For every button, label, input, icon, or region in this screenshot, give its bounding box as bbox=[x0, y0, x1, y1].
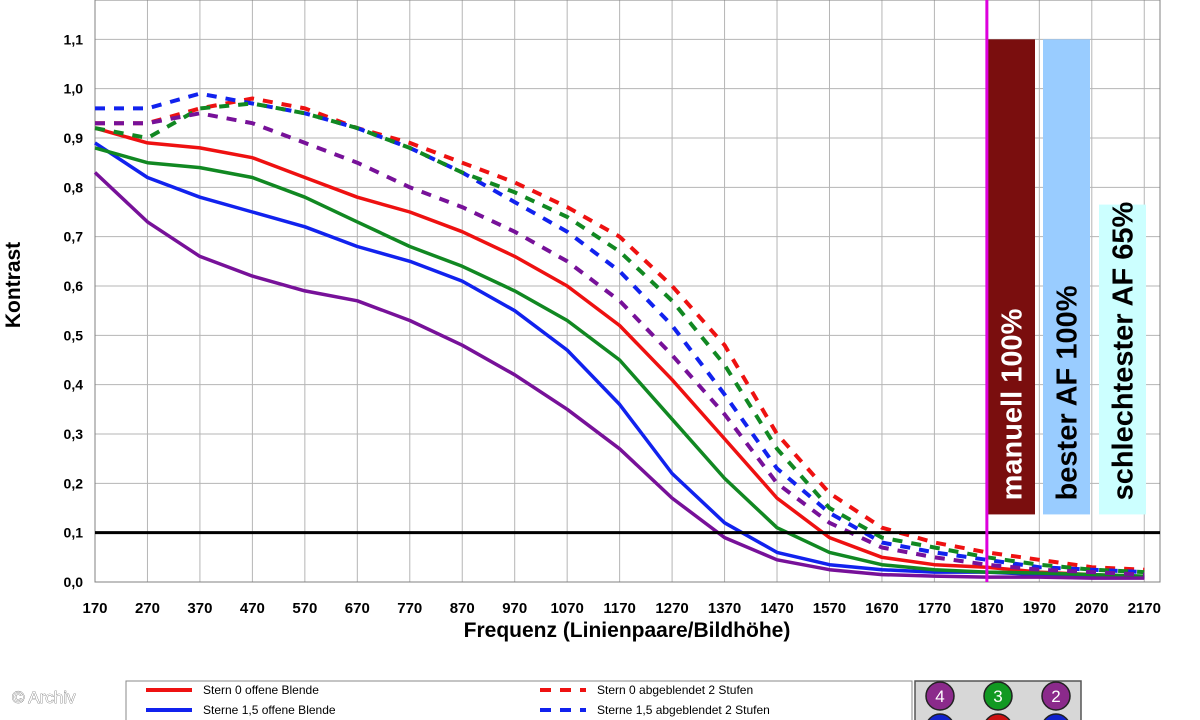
x-tick-label: 1370 bbox=[708, 600, 741, 617]
y-tick-label: 0,5 bbox=[64, 327, 84, 343]
bar bbox=[988, 39, 1035, 515]
series-line bbox=[94, 146, 1145, 578]
star-marker bbox=[1041, 681, 1071, 711]
plot-frame bbox=[94, 0, 1161, 583]
x-tick-label: 1970 bbox=[1023, 600, 1056, 617]
x-tick-label: 870 bbox=[450, 600, 475, 617]
y-tick-label: 1,1 bbox=[64, 31, 84, 47]
x-tick-label: 2170 bbox=[1128, 600, 1161, 617]
x-tick-label: 1470 bbox=[760, 600, 793, 617]
y-tick-label: 0,9 bbox=[64, 130, 84, 146]
x-tick-label: 470 bbox=[240, 600, 265, 617]
series-line bbox=[95, 91, 1145, 575]
bars-layer: manuell 100% bester AF 100% schlechtester … bbox=[988, 39, 1146, 515]
series-line bbox=[93, 171, 1145, 580]
y-axis-title: Kontrast bbox=[2, 242, 25, 328]
x-tick-label: 270 bbox=[135, 600, 160, 617]
x-tick-label: 1270 bbox=[655, 600, 688, 617]
x-tick-label: 1670 bbox=[865, 600, 898, 617]
star-marker bbox=[1043, 713, 1069, 720]
bar-label: manuell 100% bbox=[997, 308, 1029, 500]
bar bbox=[1099, 204, 1146, 515]
legend: Stern 0 offene Blende Sterne 1,5 offene B… bbox=[125, 680, 913, 720]
series-line bbox=[94, 101, 1145, 575]
x-tick-label: 1870 bbox=[970, 600, 1003, 617]
x-tick-label: 1170 bbox=[603, 600, 636, 617]
x-tick-label: 670 bbox=[345, 600, 370, 617]
legend-label: Sterne 1,5 offene Blende bbox=[203, 703, 336, 717]
x-axis-ticks: 170 270 370 470 570 670 770 870 970 1070 1170 1270 1… bbox=[82, 600, 1160, 617]
x-tick-label: 170 bbox=[82, 600, 107, 617]
legend-label: Sterne 1,5 abgeblendet 2 Stufen bbox=[597, 703, 770, 717]
credit-text: © Archiv bbox=[12, 688, 76, 707]
x-tick-label: 370 bbox=[187, 600, 212, 617]
bar bbox=[1043, 39, 1090, 515]
star-marker bbox=[983, 681, 1013, 711]
star-marker-box: 4 3 2 bbox=[914, 680, 1082, 720]
x-tick-label: 1770 bbox=[918, 600, 951, 617]
series-layer bbox=[93, 91, 1145, 580]
star-marker-label: 3 bbox=[993, 687, 1002, 706]
y-tick-label: 0,4 bbox=[64, 377, 84, 393]
y-tick-label: 0,0 bbox=[64, 574, 84, 590]
star-marker bbox=[985, 713, 1011, 720]
x-tick-label: 970 bbox=[502, 600, 527, 617]
legend-label: Stern 0 offene Blende bbox=[203, 683, 319, 697]
y-tick-label: 0,7 bbox=[64, 229, 84, 245]
y-tick-label: 0,3 bbox=[64, 426, 84, 442]
series-line bbox=[95, 96, 1145, 572]
y-tick-label: 0,2 bbox=[64, 475, 84, 491]
star-marker-label: 4 bbox=[935, 687, 944, 706]
x-axis-title: Frequenz (Linienpaare/Bildhöhe) bbox=[464, 619, 791, 642]
x-tick-label: 570 bbox=[292, 600, 317, 617]
x-tick-label: 770 bbox=[397, 600, 422, 617]
bar-label: bester AF 100% bbox=[1052, 285, 1084, 500]
y-axis-ticks: 0,0 0,1 0,2 0,3 0,4 0,5 0,6 0,7 0,8 0,9 1,0 1,1 bbox=[64, 31, 84, 590]
x-tick-label: 1070 bbox=[550, 600, 583, 617]
star-marker bbox=[925, 681, 955, 711]
legend-box bbox=[125, 680, 913, 720]
y-tick-label: 0,6 bbox=[64, 278, 84, 294]
y-tick-label: 0,8 bbox=[64, 179, 84, 195]
overlay-layer bbox=[95, 0, 1160, 582]
y-tick-label: 0,1 bbox=[64, 525, 84, 541]
star-marker-label: 2 bbox=[1051, 687, 1060, 706]
x-tick-label: 2070 bbox=[1075, 600, 1108, 617]
x-tick-label: 1570 bbox=[813, 600, 846, 617]
series-line bbox=[95, 111, 1145, 577]
bar-label: schlechtester AF 65% bbox=[1108, 201, 1140, 500]
grid bbox=[94, 0, 1161, 583]
legend-label: Stern 0 abgeblendet 2 Stufen bbox=[597, 683, 753, 697]
series-line bbox=[94, 126, 1145, 579]
star-marker bbox=[927, 713, 953, 720]
y-tick-label: 1,0 bbox=[64, 81, 84, 97]
